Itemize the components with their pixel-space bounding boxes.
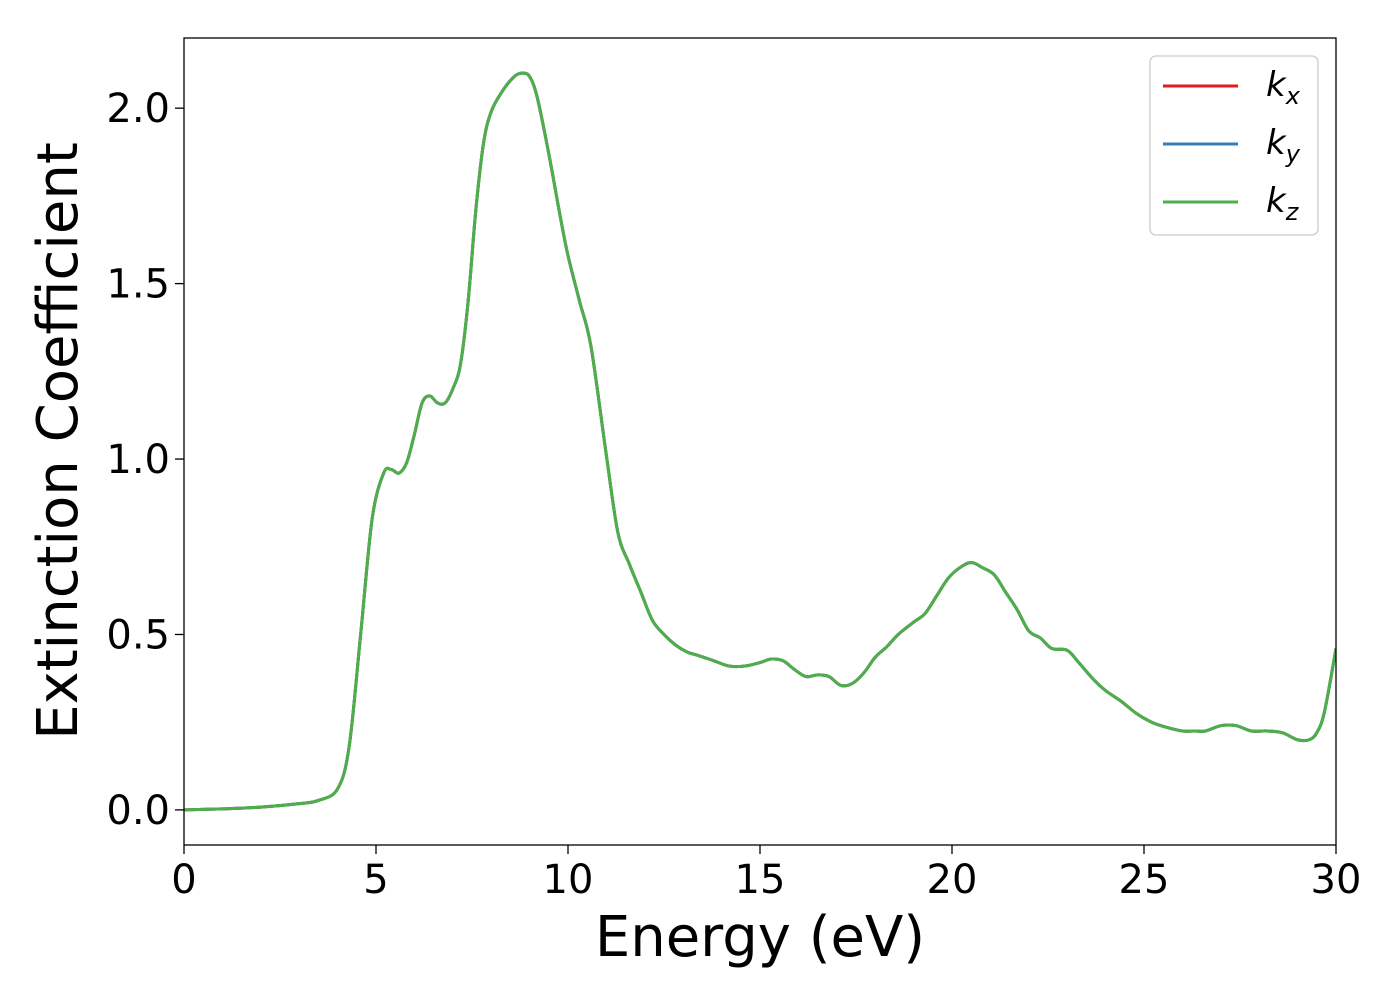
x-axis: 0 5 10 15 20 25 30	[171, 845, 1361, 903]
x-axis-label: Energy (eV)	[595, 905, 925, 970]
legend-subscript: y	[1285, 140, 1301, 168]
legend-label-y: ky	[1266, 123, 1301, 168]
legend-subscript: x	[1285, 82, 1301, 110]
y-tick-label: 0.5	[106, 612, 170, 658]
x-tick-label: 25	[1119, 857, 1170, 903]
series-line-z	[184, 71, 1336, 812]
series-layer	[184, 71, 1336, 812]
y-tick-label: 2.0	[106, 86, 170, 132]
y-tick-label: 1.0	[106, 437, 170, 483]
legend-subscript: z	[1285, 198, 1300, 226]
x-tick-label: 30	[1311, 857, 1362, 903]
y-tick-label: 0.0	[106, 788, 170, 834]
x-tick-label: 10	[543, 857, 594, 903]
x-tick-label: 0	[171, 857, 196, 903]
x-tick-label: 15	[735, 857, 786, 903]
legend-label-x: kx	[1266, 65, 1301, 110]
y-axis: 0.0 0.5 1.0 1.5 2.0	[106, 86, 184, 834]
y-axis-label: Extinction Coefficient	[26, 142, 91, 740]
x-tick-label: 5	[363, 857, 388, 903]
x-tick-label: 20	[927, 857, 978, 903]
y-tick-label: 1.5	[106, 262, 170, 308]
